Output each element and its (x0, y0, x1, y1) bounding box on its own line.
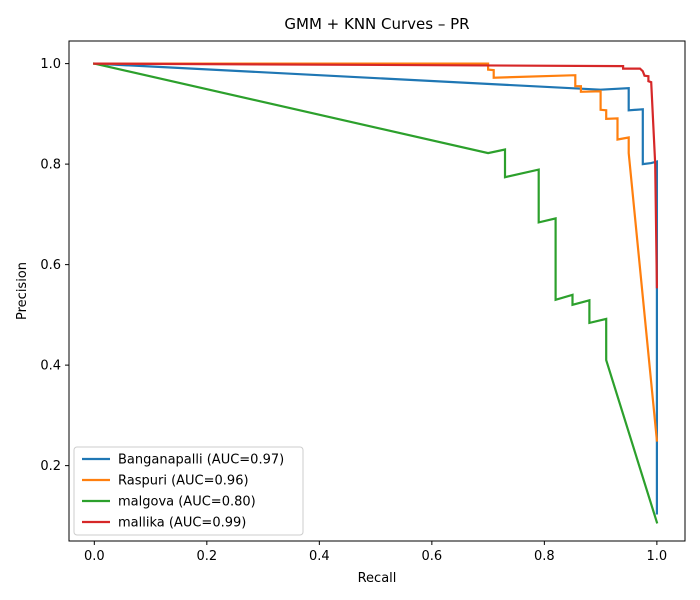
x-tick-label: 0.4 (309, 549, 330, 564)
x-tick-label: 0.2 (196, 549, 217, 564)
y-tick-label: 1.0 (40, 57, 61, 72)
x-tick-label: 1.0 (647, 549, 668, 564)
y-tick-label: 0.8 (40, 158, 61, 173)
x-axis-label: Recall (358, 571, 397, 586)
chart-title: GMM + KNN Curves – PR (284, 15, 469, 33)
x-tick-label: 0.6 (422, 549, 443, 564)
x-tick-label: 0.8 (534, 549, 555, 564)
legend-label-1: Banganapalli (AUC=0.97) (118, 453, 284, 468)
y-tick-label: 0.4 (40, 359, 61, 374)
series-line-1 (93, 62, 659, 515)
x-tick-label: 0.0 (84, 549, 105, 564)
series-line-2 (93, 62, 659, 442)
legend-label-3: malgova (AUC=0.80) (118, 495, 256, 510)
legend-label-4: mallika (AUC=0.99) (118, 516, 246, 531)
plot-frame (68, 40, 686, 542)
x-axis-ticks: 0.0 0.2 0.4 0.6 0.8 1.0 (84, 541, 667, 564)
series-layer (92, 62, 659, 524)
series-line-4 (93, 62, 659, 289)
y-tick-label: 0.2 (40, 459, 61, 474)
legend-label-2: Raspuri (AUC=0.96) (118, 474, 249, 489)
legend: Banganapalli (AUC=0.97) Raspuri (AUC=0.96… (73, 446, 304, 536)
y-tick-label: 0.6 (40, 258, 61, 273)
series-line-3 (92, 62, 659, 524)
legend-box (73, 446, 304, 536)
y-axis-label: Precision (15, 262, 30, 320)
y-axis-ticks: 0.2 0.4 0.6 0.8 1.0 (40, 57, 69, 474)
